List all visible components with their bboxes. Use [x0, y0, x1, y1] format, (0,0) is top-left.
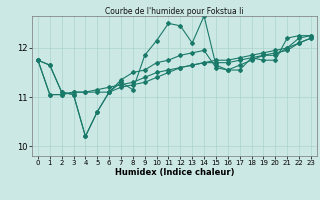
- Title: Courbe de l'humidex pour Fokstua Ii: Courbe de l'humidex pour Fokstua Ii: [105, 7, 244, 16]
- X-axis label: Humidex (Indice chaleur): Humidex (Indice chaleur): [115, 168, 234, 177]
